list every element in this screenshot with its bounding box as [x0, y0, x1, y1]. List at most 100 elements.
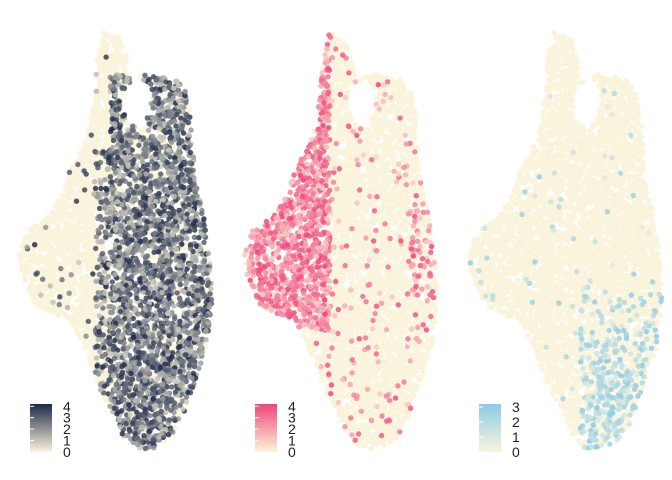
cell-point: [192, 263, 198, 270]
cell-point: [172, 315, 178, 322]
cell-point: [109, 201, 116, 207]
cell-point: [83, 333, 89, 339]
cell-point: [103, 129, 109, 136]
cell-point: [161, 212, 168, 219]
cell-point: [189, 274, 196, 281]
cell-point: [99, 337, 105, 343]
cell-point: [130, 123, 136, 129]
cell-point: [144, 265, 150, 272]
cell-point: [102, 318, 108, 324]
cell-point: [194, 283, 201, 289]
cell-point: [141, 318, 147, 325]
cell-point: [143, 223, 149, 229]
cell-point: [138, 391, 144, 398]
cell-point: [193, 187, 199, 193]
cell-point: [158, 365, 164, 371]
cell-point: [31, 291, 38, 298]
cell-point: [49, 271, 56, 277]
cell-point: [150, 445, 157, 451]
cell-point: [61, 311, 68, 317]
cell-point: [137, 230, 143, 236]
cell-point: [170, 283, 176, 290]
cell-point: [102, 60, 108, 66]
cell-point: [112, 170, 119, 176]
cell-point: [188, 127, 194, 133]
cell-point: [158, 171, 164, 177]
cell-point: [94, 303, 100, 310]
cell-point: [186, 160, 192, 166]
cell-point: [57, 294, 63, 300]
cell-point: [158, 312, 164, 318]
cell-point: [162, 297, 168, 303]
cell-point: [118, 164, 125, 171]
cell-point: [166, 147, 172, 153]
cell-point: [109, 249, 115, 255]
cell-point: [51, 232, 58, 238]
cell-point: [99, 239, 105, 245]
cell-point: [80, 202, 87, 208]
cell-point: [134, 398, 140, 404]
cell-point: [89, 114, 96, 120]
cell-point: [122, 262, 128, 268]
cell-point: [155, 375, 161, 382]
cell-point: [102, 198, 108, 204]
cell-point: [151, 179, 158, 186]
cell-point: [144, 115, 150, 121]
cell-point: [147, 208, 154, 214]
cell-point: [158, 408, 164, 414]
cell-point: [85, 205, 91, 211]
cell-point: [84, 265, 91, 271]
cell-point: [99, 84, 105, 90]
cell-point: [117, 424, 123, 430]
cell-point: [94, 363, 100, 369]
cell-point: [185, 132, 191, 138]
cell-point: [109, 63, 116, 69]
cell-point: [163, 257, 170, 264]
cell-point: [126, 267, 133, 274]
cell-point: [68, 272, 74, 278]
cell-point: [55, 208, 61, 215]
cell-point: [187, 335, 193, 342]
cell-point: [120, 253, 127, 259]
cell-point: [95, 144, 101, 150]
cell-point: [115, 134, 121, 140]
cell-point: [108, 195, 115, 201]
cell-point: [184, 235, 190, 241]
cell-point: [59, 277, 65, 283]
feature-panel-1: [16, 30, 215, 452]
cell-point: [132, 287, 139, 293]
cell-point: [34, 223, 40, 230]
cell-point: [118, 52, 125, 58]
cell-point: [65, 298, 72, 304]
cell-point: [183, 399, 190, 405]
cell-point: [118, 215, 124, 221]
cell-point: [126, 317, 132, 323]
cell-point: [112, 74, 118, 80]
cell-point: [151, 340, 157, 346]
cell-point: [182, 352, 189, 358]
cell-point: [97, 387, 104, 393]
cell-point: [117, 73, 124, 79]
cell-point: [112, 216, 118, 222]
cell-point: [157, 281, 163, 288]
cell-point: [120, 172, 127, 178]
cell-point: [55, 312, 61, 319]
cell-point: [182, 88, 188, 95]
cell-point: [126, 402, 132, 408]
cell-point: [73, 211, 79, 217]
cell-point: [125, 127, 131, 133]
cell-point: [62, 227, 69, 233]
cell-point: [131, 207, 137, 213]
cell-point: [123, 420, 129, 427]
cell-point: [101, 31, 108, 37]
cell-point: [179, 138, 185, 144]
cell-point: [160, 197, 166, 203]
cell-point: [189, 348, 195, 354]
cell-point: [47, 261, 53, 268]
cell-point: [150, 391, 156, 397]
cell-point: [26, 286, 32, 292]
cell-point: [135, 334, 141, 340]
cell-point: [68, 239, 75, 245]
cell-point: [201, 258, 208, 264]
cell-point: [133, 365, 139, 371]
